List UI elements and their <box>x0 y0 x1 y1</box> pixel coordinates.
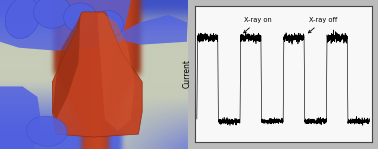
Polygon shape <box>0 86 41 149</box>
Polygon shape <box>53 15 81 119</box>
Ellipse shape <box>34 0 71 28</box>
Text: X-ray on: X-ray on <box>244 17 272 33</box>
Polygon shape <box>97 12 135 131</box>
Ellipse shape <box>26 116 67 146</box>
Polygon shape <box>112 15 187 45</box>
Polygon shape <box>53 12 142 137</box>
Ellipse shape <box>5 0 40 39</box>
Polygon shape <box>0 0 131 51</box>
Text: X-ray off: X-ray off <box>308 17 337 33</box>
Ellipse shape <box>64 3 97 33</box>
Y-axis label: Current: Current <box>183 59 192 88</box>
Ellipse shape <box>93 10 124 37</box>
